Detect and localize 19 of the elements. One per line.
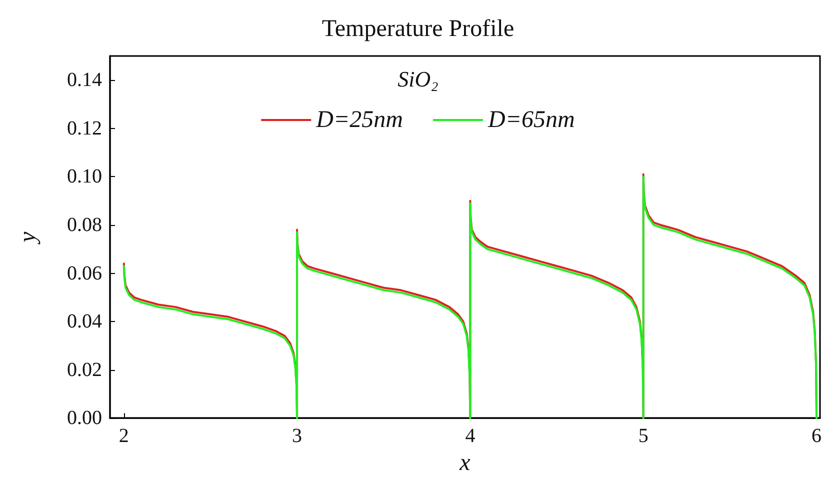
x-tick-label: 4 bbox=[465, 425, 476, 448]
chart-title: Temperature Profile bbox=[322, 16, 514, 42]
legend-label: D=65nm bbox=[487, 107, 575, 133]
y-tick-label: 0.02 bbox=[67, 358, 102, 381]
y-tick-label: 0.10 bbox=[67, 166, 102, 188]
x-axis-title: x bbox=[458, 450, 471, 476]
y-tick-label: 0.04 bbox=[67, 310, 102, 333]
x-tick-label: 6 bbox=[812, 425, 822, 448]
y-tick-label: 0.08 bbox=[67, 214, 102, 236]
annotation: SiO₂ bbox=[398, 66, 439, 92]
y-tick-label: 0.14 bbox=[67, 69, 102, 92]
y-tick-label: 0.12 bbox=[67, 117, 102, 140]
x-tick-label: 5 bbox=[638, 425, 648, 448]
x-tick-label: 2 bbox=[118, 425, 129, 448]
y-tick-label: 0.06 bbox=[67, 262, 102, 284]
x-tick-label: 3 bbox=[292, 425, 302, 448]
y-axis-title: y bbox=[15, 231, 41, 244]
legend-label: D=25nm bbox=[315, 107, 403, 133]
y-tick-label: 0.00 bbox=[67, 407, 102, 430]
